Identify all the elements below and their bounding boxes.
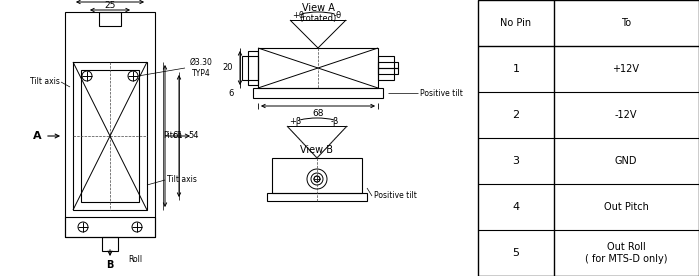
Bar [378,56,394,80]
Text: 54: 54 [188,131,199,140]
Text: A: A [33,131,41,141]
Bar [272,158,362,193]
Text: 1: 1 [512,64,519,74]
Text: 3: 3 [512,156,519,166]
Text: Out Roll
( for MTS-D only): Out Roll ( for MTS-D only) [585,242,668,264]
Bar [378,68,398,74]
Bar [378,62,398,68]
Text: +θ: +θ [292,10,304,20]
Text: Positive tilt: Positive tilt [374,192,417,200]
Bar [81,70,139,202]
Text: Ø3.30
TYP4: Ø3.30 TYP4 [190,58,213,78]
Bar [253,88,383,98]
Text: (rotated): (rotated) [299,14,337,23]
Text: -β: -β [331,116,339,126]
Text: Positive tilt: Positive tilt [420,89,463,97]
Text: -12V: -12V [614,110,637,120]
Bar [478,0,699,276]
Text: 5: 5 [512,248,519,258]
Text: 25: 25 [104,1,116,9]
Bar [258,48,378,88]
Text: Tilt axis: Tilt axis [30,78,60,86]
Text: 2: 2 [512,110,519,120]
Text: 38: 38 [104,0,116,1]
Text: +12V: +12V [612,64,640,74]
Bar [99,12,121,26]
Text: GND: GND [614,156,637,166]
Bar [242,56,258,80]
Text: -θ: -θ [334,10,342,20]
Text: To: To [621,18,631,28]
Text: View B: View B [301,145,333,155]
Bar [65,12,155,237]
Bar [65,217,155,237]
Text: 61: 61 [172,131,182,140]
Text: Tilt axis: Tilt axis [167,176,197,184]
Bar [267,193,367,201]
Text: 4: 4 [512,202,519,212]
Text: +β: +β [289,116,301,126]
Text: 68: 68 [312,110,324,118]
Bar [248,51,258,85]
Text: View A: View A [301,3,334,13]
Text: 20: 20 [222,63,233,73]
Text: Out Pitch: Out Pitch [603,202,649,212]
Text: No Pin: No Pin [500,18,531,28]
Text: Roll: Roll [128,254,142,264]
Text: Pitch: Pitch [163,131,182,140]
Bar [73,62,147,210]
Text: 6: 6 [229,89,234,97]
Bar [102,237,118,251]
Text: B: B [106,260,114,270]
